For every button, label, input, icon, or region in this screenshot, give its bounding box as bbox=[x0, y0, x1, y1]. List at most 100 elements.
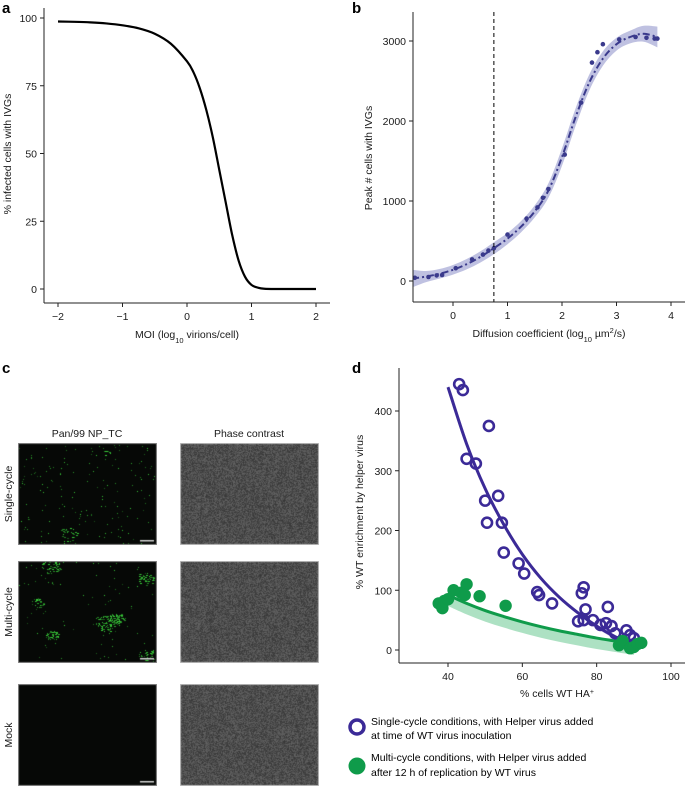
panel-d-y-tick-label: 400 bbox=[374, 406, 392, 418]
panel-d-multi-cycle-point bbox=[458, 588, 471, 602]
row-label-mock: Mock bbox=[3, 722, 15, 748]
legend-filled-circle-icon bbox=[348, 757, 366, 775]
panel-b-data-point bbox=[439, 272, 445, 278]
panel-c-labels: Pan/99 NP_TC Phase contrast Single-cycle… bbox=[3, 428, 284, 748]
panel-b-data-point bbox=[540, 195, 546, 201]
panel-d-x-tick-label: 80 bbox=[591, 671, 603, 683]
micrograph-mock-fluorescence bbox=[18, 684, 157, 786]
panel-d-multi-cycle-point bbox=[499, 599, 512, 612]
panel-b-y-tick-label: 1000 bbox=[383, 196, 407, 208]
panel-b-data-point bbox=[426, 274, 431, 280]
panel-d-single-cycle-point bbox=[478, 494, 492, 507]
panel-b-data-point bbox=[491, 245, 497, 251]
panel-b-data-point bbox=[562, 152, 568, 157]
panel-d-single-cycle-point bbox=[608, 626, 622, 640]
panel-b-y-tick-label: 0 bbox=[400, 276, 406, 288]
panel-b-data-point bbox=[578, 100, 584, 105]
panel-d-single-cycle-point bbox=[469, 457, 483, 470]
panel-d-single-cycle-point bbox=[456, 383, 470, 397]
panel-b-chart: 0 1 2 3 4 0 1000 2000 3000 Diffusion coefficien… bbox=[363, 12, 685, 344]
panel-d-single-cycle-point bbox=[545, 597, 559, 610]
panel-a-chart: −2 −1 0 1 2 0 25 50 75 100 MOI (log10 virions/ce… bbox=[2, 8, 330, 345]
panel-d-single-cycle-point bbox=[460, 452, 473, 466]
panel-d-x-axis-label: % cells WT HA+ bbox=[520, 688, 594, 700]
panel-d-legend: Single-cycle conditions, with Helper vir… bbox=[348, 716, 594, 779]
micrograph-single-cycle-fluorescence bbox=[18, 443, 157, 545]
panel-d-x-tick-label: 40 bbox=[442, 671, 454, 683]
panel-d-multi-cycle-point bbox=[635, 636, 648, 650]
panel-b-data-point bbox=[505, 232, 510, 237]
panel-b-data-point bbox=[644, 35, 649, 41]
panel-b-data-point bbox=[486, 248, 491, 253]
panel-letter-a: a bbox=[2, 0, 11, 17]
panel-b-data-point bbox=[595, 49, 600, 55]
panel-letter-d: d bbox=[352, 360, 361, 377]
panel-d-single-cycle-point bbox=[495, 516, 509, 530]
legend-item-multi-line2: after 12 h of replication by WT virus bbox=[371, 767, 536, 779]
panel-b-data-point bbox=[453, 265, 459, 271]
panel-b-data-point bbox=[413, 275, 418, 281]
panel-b-x-tick-label: 4 bbox=[668, 310, 674, 322]
micrograph-mock-phase bbox=[180, 684, 319, 786]
panel-b-data-point bbox=[524, 216, 529, 221]
column-header-phase-contrast: Phase contrast bbox=[214, 428, 284, 440]
panel-b-data-point bbox=[480, 252, 486, 257]
panel-b-data-point bbox=[469, 257, 475, 262]
panel-d-fit-line bbox=[447, 593, 635, 646]
panel-a-x-tick-label: −1 bbox=[117, 311, 129, 323]
micrograph-single-cycle-phase bbox=[180, 443, 319, 545]
panel-b-data-point bbox=[655, 36, 660, 41]
panel-d-single-cycle-point bbox=[491, 489, 505, 503]
panel-d-multi-cycle-point bbox=[460, 578, 473, 591]
legend-item-single-line2: at time of WT virus inoculation bbox=[371, 730, 512, 742]
panel-d-confidence-band bbox=[448, 595, 634, 656]
panel-d-single-cycle-point bbox=[497, 546, 511, 559]
panel-d-y-tick-label: 100 bbox=[374, 585, 392, 597]
panel-a-x-tick-label: 1 bbox=[249, 311, 255, 323]
panel-b-y-tick-label: 3000 bbox=[383, 36, 407, 48]
panel-a-y-tick-label: 25 bbox=[25, 216, 37, 228]
panel-d-single-cycle-point bbox=[517, 567, 531, 580]
micrograph-multi-cycle-fluorescence bbox=[18, 561, 157, 663]
legend-open-circle-icon bbox=[348, 718, 366, 736]
panel-b-confidence-band bbox=[413, 25, 658, 288]
panel-d-chart: 40 60 80 100 0 100 200 300 400 % cells WT HA+ %… bbox=[354, 368, 685, 700]
panel-d-y-tick-label: 0 bbox=[386, 645, 392, 657]
column-header-fluorescence: Pan/99 NP_TC bbox=[52, 428, 123, 440]
panel-d-multi-cycle-point bbox=[473, 590, 486, 603]
panel-a-y-tick-label: 75 bbox=[25, 81, 37, 93]
panel-letter-b: b bbox=[352, 0, 361, 17]
panel-d-single-cycle-point bbox=[532, 588, 546, 602]
micrograph-multi-cycle-phase bbox=[180, 561, 319, 663]
panel-b-data-point bbox=[434, 273, 439, 278]
panel-d-single-cycle-point bbox=[571, 615, 585, 628]
panel-b-x-axis-label: Diffusion coefficient (log10 µm2/s) bbox=[473, 326, 626, 344]
panel-d-single-cycle-point bbox=[575, 586, 589, 600]
panel-a-y-axis-label: % infected cells with IVGs bbox=[2, 94, 14, 215]
panel-a-x-axis-label: MOI (log10 virions/cell) bbox=[135, 329, 239, 345]
panel-d-single-cycle-point bbox=[512, 557, 525, 570]
panel-b-fit-line bbox=[413, 32, 658, 280]
panel-a-model-line bbox=[57, 20, 316, 291]
panel-a-x-tick-label: 0 bbox=[184, 311, 190, 323]
panel-d-multi-cycle-point bbox=[441, 593, 455, 606]
panel-a-y-tick-label: 100 bbox=[19, 13, 37, 25]
panel-b-x-tick-label: 3 bbox=[614, 310, 620, 322]
panel-d-single-cycle-point bbox=[577, 580, 590, 594]
panel-b-data-point bbox=[535, 205, 540, 210]
panel-b-y-axis-label: Peak # cells with IVGs bbox=[363, 106, 375, 210]
panel-b-data-point bbox=[589, 60, 595, 65]
panel-b-x-tick-label: 2 bbox=[559, 310, 565, 322]
panel-a-x-tick-label: 2 bbox=[313, 311, 319, 323]
panel-d-y-axis-label: % WT enrichment by helper virus bbox=[354, 435, 366, 589]
panel-d-single-cycle-point bbox=[601, 600, 615, 614]
panel-b-data-point bbox=[616, 37, 622, 42]
panel-letter-c: c bbox=[2, 360, 10, 377]
row-label-multi-cycle: Multi-cycle bbox=[3, 587, 15, 637]
panel-b-data-point bbox=[546, 186, 551, 192]
legend-item-single-line1: Single-cycle conditions, with Helper vir… bbox=[371, 716, 594, 728]
panel-b-y-tick-label: 2000 bbox=[383, 116, 407, 128]
panel-a-y-tick-label: 0 bbox=[31, 284, 37, 296]
row-label-single-cycle: Single-cycle bbox=[3, 466, 15, 523]
